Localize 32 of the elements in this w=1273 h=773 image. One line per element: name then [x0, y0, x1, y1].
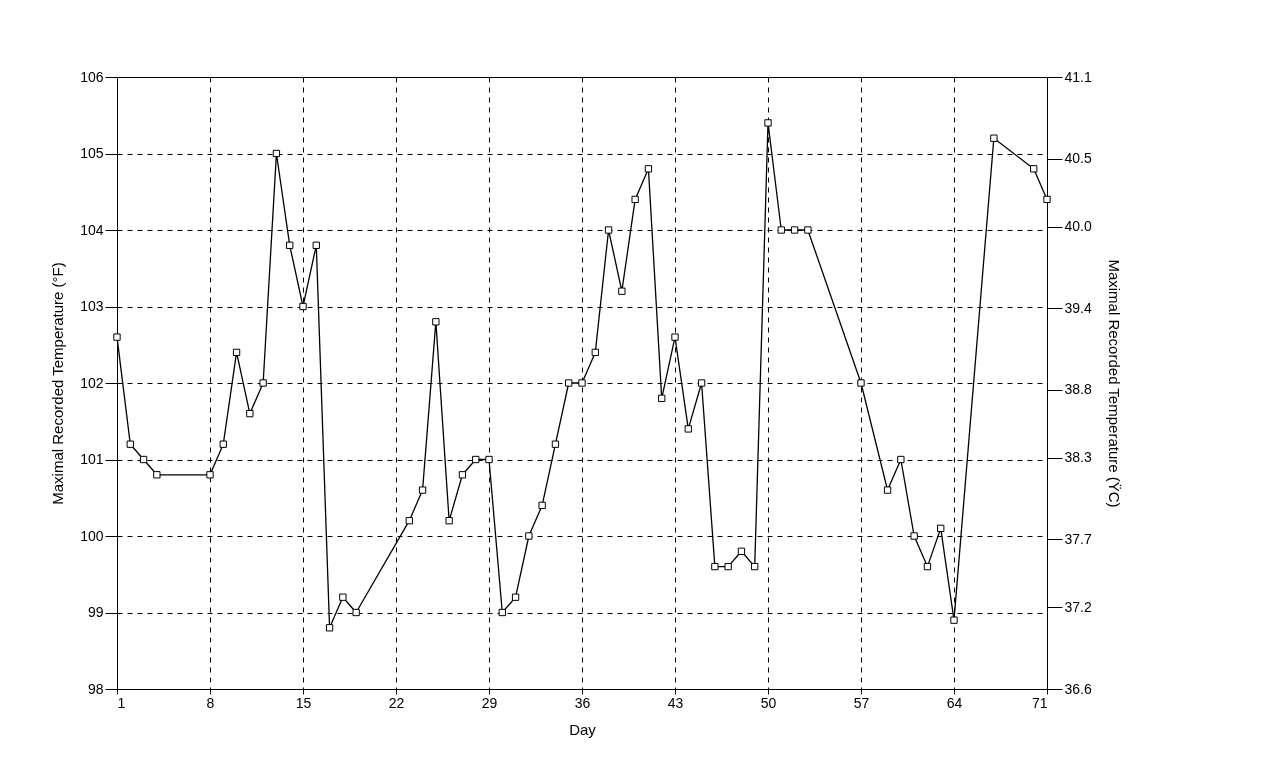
y2-tick-label: 40.5 [1064, 150, 1092, 167]
y2-tick-label: 37.7 [1064, 530, 1092, 547]
x-tick-label: 29 [481, 694, 498, 711]
x-tick-label: 22 [388, 694, 405, 711]
y2-tick-label: 36.6 [1064, 680, 1092, 697]
x-tick-label: 36 [574, 694, 591, 711]
x-tick-label: 57 [853, 694, 870, 711]
y-tick-label: 105 [80, 145, 104, 161]
y-tick-label: 106 [80, 68, 104, 85]
y-tick-label: 102 [80, 374, 104, 391]
y-tick-label: 103 [80, 298, 104, 314]
y2-tick-label: 40.0 [1064, 218, 1092, 235]
x-tick-label: 43 [667, 694, 684, 711]
x-tick-label: 15 [295, 694, 312, 711]
x-tick-label: 50 [760, 694, 777, 711]
y-tick-label: 104 [80, 221, 104, 238]
y-tick-label: 100 [80, 527, 104, 544]
y-tick-label: 98 [87, 680, 104, 697]
y2-axis-title: Maximal Recorded Temperature (ŸC) [1105, 259, 1123, 508]
x-axis-title: Day [569, 720, 597, 738]
y2-tick-label: 39.4 [1064, 299, 1092, 316]
y2-tick-label: 38.3 [1064, 449, 1092, 466]
x-tick-label: 1 [117, 694, 126, 711]
y2-tick-label: 41.1 [1064, 68, 1092, 85]
x-tick-label: 71 [1031, 694, 1048, 711]
y-tick-label: 99 [87, 604, 104, 620]
x-tick-label: 8 [206, 694, 215, 711]
x-tick-label: 64 [946, 694, 963, 711]
y-axis-title: Maximal Recorded Temperature (°F) [49, 262, 67, 505]
y2-tick-label: 37.2 [1064, 598, 1092, 615]
y-tick-label: 101 [80, 451, 104, 467]
y2-tick-label: 38.8 [1064, 381, 1092, 398]
